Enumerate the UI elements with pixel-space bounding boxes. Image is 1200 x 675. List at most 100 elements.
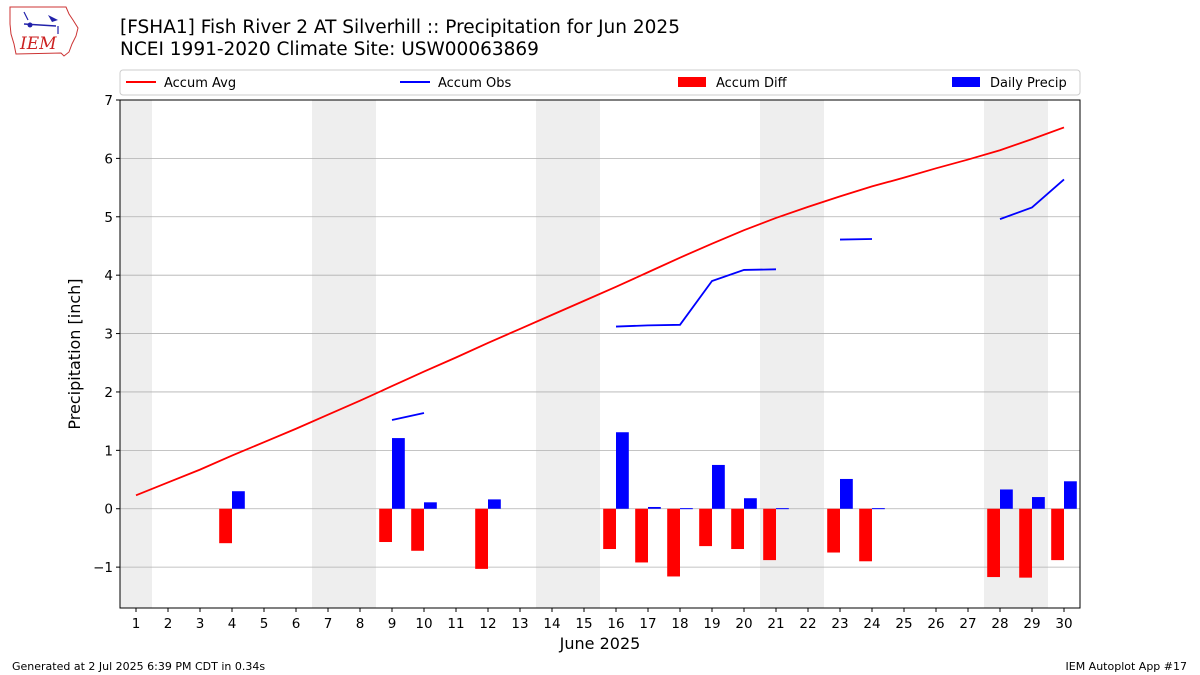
x-tick-label: 19 bbox=[703, 616, 720, 632]
plot-frame bbox=[119, 99, 1081, 609]
daily-precip-bar bbox=[648, 506, 661, 509]
daily-precip-bar bbox=[392, 438, 405, 509]
x-tick-label: 11 bbox=[447, 616, 464, 632]
daily-precip-bar bbox=[744, 498, 757, 509]
weekend-band bbox=[120, 100, 152, 608]
y-tick-label: 5 bbox=[104, 210, 113, 226]
x-tick-label: 30 bbox=[1055, 616, 1072, 632]
daily-precip-bar bbox=[424, 502, 437, 509]
x-tick-label: 10 bbox=[415, 616, 432, 632]
x-tick-label: 25 bbox=[895, 616, 912, 632]
daily-precip-bar bbox=[488, 499, 501, 509]
chart-title: [FSHA1] Fish River 2 AT Silverhill :: Pr… bbox=[120, 17, 680, 61]
x-tick-label: 16 bbox=[607, 616, 624, 632]
accum-diff-bar bbox=[1051, 508, 1064, 561]
x-tick-label: 29 bbox=[1023, 616, 1040, 632]
x-tick-label: 18 bbox=[671, 616, 688, 632]
accum-diff-bar bbox=[699, 508, 712, 547]
x-tick-label: 26 bbox=[927, 616, 944, 632]
x-tick-label: 7 bbox=[324, 616, 333, 632]
daily-precip-bar bbox=[616, 432, 629, 509]
y-tick-label: 0 bbox=[104, 502, 113, 518]
weekend-band bbox=[312, 100, 376, 608]
legend-swatch bbox=[678, 77, 706, 87]
x-tick-label: 13 bbox=[511, 616, 528, 632]
bar-marks bbox=[219, 432, 1077, 578]
y-axis: −1 0 1 2 3 4 5 6 7 bbox=[93, 93, 120, 576]
accum-obs-line bbox=[839, 238, 873, 241]
daily-precip-bar bbox=[1064, 481, 1077, 509]
x-tick-label: 21 bbox=[767, 616, 784, 632]
accum-diff-bar bbox=[731, 508, 744, 550]
x-axis-label: June 2025 bbox=[559, 634, 641, 653]
y-tick-label: 1 bbox=[104, 443, 113, 459]
daily-precip-bar bbox=[680, 508, 693, 510]
legend-label: Accum Diff bbox=[716, 76, 788, 91]
x-tick-label: 23 bbox=[831, 616, 848, 632]
y-tick-label: 4 bbox=[104, 268, 113, 284]
accum-diff-bar bbox=[603, 508, 616, 550]
accum-diff-bar bbox=[475, 508, 488, 569]
x-tick-label: 15 bbox=[575, 616, 592, 632]
x-tick-label: 12 bbox=[479, 616, 496, 632]
title-line-2: NCEI 1991-2020 Climate Site: USW00063869 bbox=[120, 39, 539, 60]
daily-precip-bar bbox=[712, 464, 725, 509]
x-tick-label: 2 bbox=[164, 616, 173, 632]
daily-precip-bar bbox=[1000, 489, 1013, 509]
legend: Accum Avg Accum Obs Accum Diff Daily Precip bbox=[119, 69, 1081, 96]
x-tick-label: 17 bbox=[639, 616, 656, 632]
title-line-1: [FSHA1] Fish River 2 AT Silverhill :: Pr… bbox=[120, 17, 680, 38]
daily-precip-bar bbox=[776, 508, 789, 510]
x-tick-label: 9 bbox=[388, 616, 397, 632]
app-label: IEM Autoplot App #17 bbox=[1065, 660, 1188, 673]
legend-label: Accum Avg bbox=[164, 76, 236, 91]
legend-label: Accum Obs bbox=[438, 76, 511, 91]
y-tick-label: 2 bbox=[104, 385, 113, 401]
accum-obs-line bbox=[615, 268, 777, 328]
accum-obs-line bbox=[391, 412, 425, 421]
x-tick-label: 6 bbox=[292, 616, 301, 632]
x-tick-label: 27 bbox=[959, 616, 976, 632]
iowa-map-icon: IEM bbox=[9, 6, 79, 57]
accum-diff-bar bbox=[859, 508, 872, 562]
accum-diff-bar bbox=[987, 508, 1000, 578]
iem-logo: IEM bbox=[6, 4, 82, 60]
x-tick-label: 28 bbox=[991, 616, 1008, 632]
y-tick-label: 3 bbox=[104, 327, 113, 343]
y-tick-label: 7 bbox=[104, 93, 113, 109]
accum-diff-bar bbox=[635, 508, 648, 563]
accum-diff-bar bbox=[667, 508, 680, 577]
daily-precip-bar bbox=[1032, 497, 1045, 509]
x-tick-label: 22 bbox=[799, 616, 816, 632]
accum-diff-bar bbox=[411, 508, 424, 551]
x-tick-label: 8 bbox=[356, 616, 365, 632]
line-marks bbox=[135, 126, 1065, 497]
daily-precip-bar bbox=[232, 491, 245, 509]
legend-label: Daily Precip bbox=[990, 76, 1067, 91]
accum-obs-line bbox=[999, 178, 1065, 220]
accum-avg-line bbox=[135, 126, 1065, 497]
x-tick-label: 14 bbox=[543, 616, 560, 632]
y-axis-label: Precipitation [inch] bbox=[65, 278, 84, 429]
daily-precip-bar bbox=[872, 508, 885, 510]
accum-diff-bar bbox=[379, 508, 392, 543]
daily-precip-bar bbox=[840, 478, 853, 509]
legend-box bbox=[119, 69, 1081, 96]
accum-diff-bar bbox=[827, 508, 840, 553]
accum-diff-bar bbox=[1019, 508, 1032, 578]
svg-text:IEM: IEM bbox=[19, 34, 57, 54]
y-tick-label: −1 bbox=[93, 560, 113, 576]
y-tick-label: 6 bbox=[104, 151, 113, 167]
x-tick-label: 5 bbox=[260, 616, 269, 632]
weekend-band bbox=[536, 100, 600, 608]
x-axis: 1 2 3 4 5 6 7 8 9 10 11 12 13 14 15 16 17 18 19 20 21 22 23 24 2… bbox=[132, 608, 1073, 632]
generated-timestamp: Generated at 2 Jul 2025 6:39 PM CDT in 0… bbox=[12, 660, 266, 673]
x-tick-label: 4 bbox=[228, 616, 237, 632]
x-tick-label: 1 bbox=[132, 616, 141, 632]
accum-diff-bar bbox=[763, 508, 776, 561]
x-tick-label: 24 bbox=[863, 616, 880, 632]
x-tick-label: 3 bbox=[196, 616, 205, 632]
x-tick-label: 20 bbox=[735, 616, 752, 632]
legend-swatch bbox=[952, 77, 980, 87]
